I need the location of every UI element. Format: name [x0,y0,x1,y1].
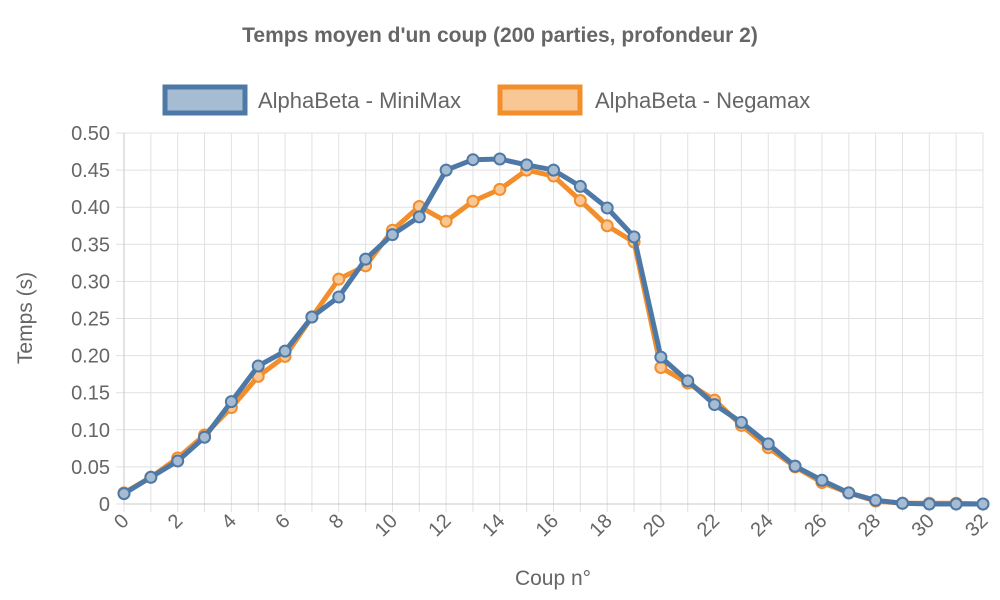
y-tick-label: 0.40 [71,197,110,219]
x-tick-label: 8 [325,510,348,533]
data-point[interactable] [412,210,426,224]
legend-label: AlphaBeta - Negamax [595,88,810,113]
data-point[interactable] [332,290,346,304]
x-axis-ticks: 0 2 4 6 8 10 12 14 16 18 20 22 24 26 28 30 32 [110,510,992,541]
data-point[interactable] [842,486,856,500]
y-tick-label: 0.45 [71,160,110,182]
x-tick-label: 4 [217,510,240,533]
x-tick-label: 6 [271,510,294,533]
x-tick-label: 0 [110,510,133,533]
x-tick-label: 2 [164,510,187,533]
y-tick-label: 0.10 [71,420,110,442]
data-point[interactable] [815,473,829,487]
data-point[interactable] [493,182,507,196]
data-point[interactable] [869,493,883,507]
data-point[interactable] [493,152,507,166]
data-point[interactable] [600,201,614,215]
data-point[interactable] [439,163,453,177]
x-tick-label: 14 [478,510,509,541]
data-point[interactable] [385,228,399,242]
x-tick-label: 10 [371,510,402,541]
y-tick-label: 0.25 [71,309,110,331]
data-point[interactable] [895,496,909,510]
x-tick-label: 28 [854,510,885,541]
y-tick-label: 0.30 [71,271,110,293]
x-tick-label: 20 [639,510,670,541]
data-point[interactable] [117,487,131,501]
data-point[interactable] [573,179,587,193]
y-tick-label: 0.15 [71,383,110,405]
x-tick-label: 32 [961,510,992,541]
x-tick-label: 22 [693,510,724,541]
x-tick-label: 16 [532,510,563,541]
data-point[interactable] [466,194,480,208]
data-point[interactable] [359,252,373,266]
data-point[interactable] [788,459,802,473]
series-alphabeta-minimax [117,152,990,511]
data-point[interactable] [332,272,346,286]
legend-item[interactable]: AlphaBeta - MiniMax [162,84,461,116]
data-point[interactable] [708,398,722,412]
y-tick-label: 0.50 [71,123,110,145]
data-point[interactable] [761,437,775,451]
grid [116,132,984,512]
x-axis-title: Coup n° [515,567,591,590]
data-point[interactable] [600,219,614,233]
data-point[interactable] [520,158,534,172]
data-point[interactable] [547,163,560,177]
data-point[interactable] [681,374,695,388]
data-point[interactable] [949,497,963,511]
y-tick-label: 0.20 [71,346,110,368]
x-tick-label: 12 [424,510,455,541]
data-point[interactable] [171,454,185,468]
legend-swatch [497,84,583,116]
data-point[interactable] [573,194,587,208]
data-point[interactable] [305,310,319,324]
data-point[interactable] [654,350,668,364]
data-point[interactable] [627,230,641,244]
data-point[interactable] [251,359,265,373]
y-axis-ticks: 0 0.05 0.10 0.15 0.20 0.25 0.30 0.35 0.40 0.45 0.5… [71,123,110,516]
data-point[interactable] [439,214,453,228]
series-layer [117,152,990,511]
y-axis-title: Temps (s) [14,272,37,364]
data-point[interactable] [278,344,292,358]
data-point[interactable] [198,430,212,444]
data-point[interactable] [922,497,936,511]
chart-title: Temps moyen d'un coup (200 parties, prof… [242,24,758,47]
data-point[interactable] [144,470,158,484]
x-tick-label: 30 [908,510,939,541]
data-point[interactable] [466,153,480,167]
legend: AlphaBeta - MiniMax AlphaBeta - Negamax [162,84,810,116]
x-tick-label: 26 [800,510,831,541]
data-point[interactable] [224,395,238,409]
x-tick-label: 18 [585,510,616,541]
y-tick-label: 0.35 [71,234,110,256]
legend-label: AlphaBeta - MiniMax [258,88,461,113]
x-tick-label: 24 [746,510,777,541]
data-point[interactable] [976,497,990,511]
legend-item[interactable]: AlphaBeta - Negamax [497,84,810,116]
legend-swatch [162,84,248,116]
data-point[interactable] [734,415,748,429]
y-tick-label: 0.05 [71,457,110,479]
y-tick-label: 0 [99,494,110,516]
